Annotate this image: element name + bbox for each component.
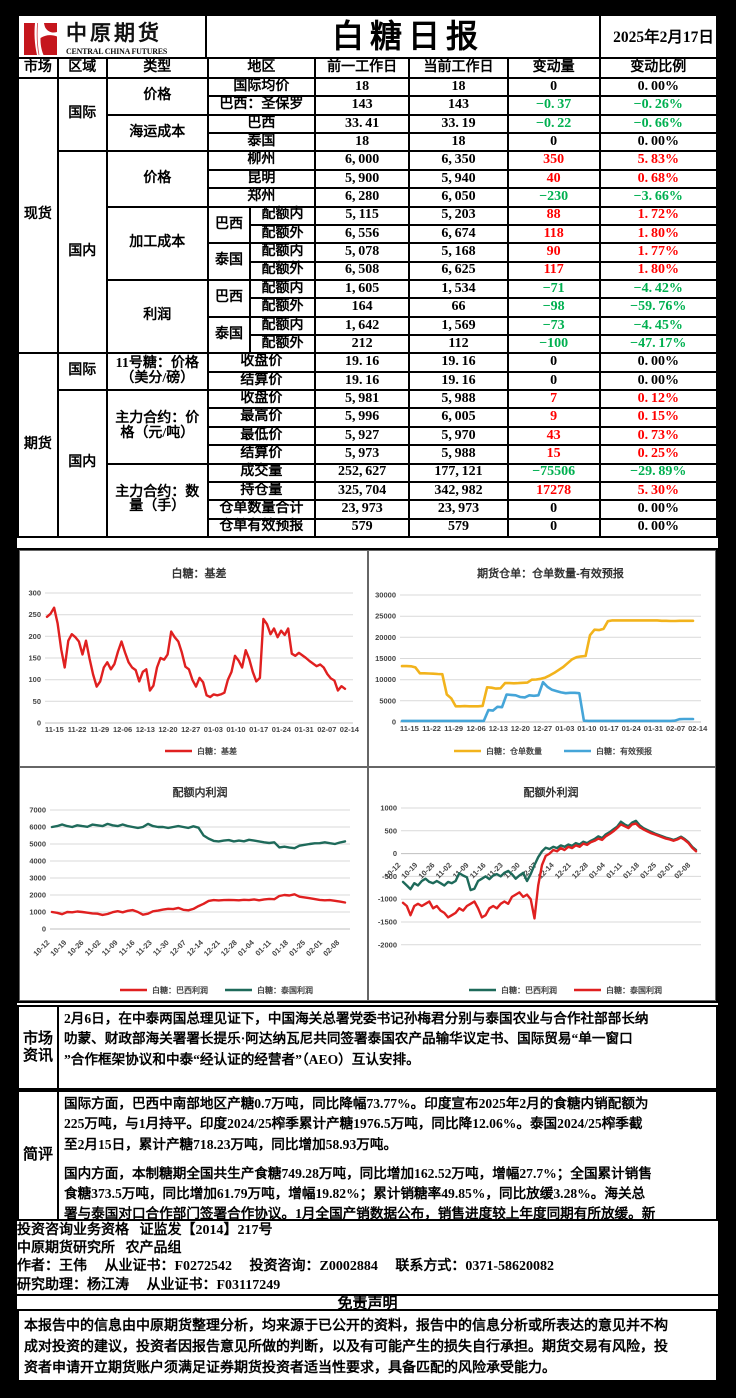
svg-text:11-22: 11-22 [422, 724, 441, 733]
svg-text:白糖：基差: 白糖：基差 [197, 746, 237, 756]
svg-text:2000: 2000 [29, 891, 46, 900]
svg-text:100: 100 [28, 675, 41, 684]
svg-text:11-23: 11-23 [134, 938, 154, 958]
svg-text:12-27: 12-27 [181, 725, 200, 734]
svg-text:0: 0 [393, 849, 397, 858]
svg-text:4000: 4000 [29, 857, 46, 866]
svg-text:01-03: 01-03 [555, 724, 574, 733]
svg-text:12-06: 12-06 [113, 725, 132, 734]
svg-text:12-28: 12-28 [219, 938, 239, 958]
svg-text:25000: 25000 [375, 612, 396, 621]
svg-text:10-19: 10-19 [48, 938, 68, 958]
svg-text:01-10: 01-10 [577, 724, 596, 733]
svg-text:11-09: 11-09 [100, 938, 120, 958]
svg-text:01-03: 01-03 [204, 725, 223, 734]
svg-text:10-19: 10-19 [399, 861, 419, 881]
svg-text:5000: 5000 [379, 696, 396, 705]
svg-text:12-13: 12-13 [489, 724, 508, 733]
svg-text:12-07: 12-07 [168, 938, 188, 958]
svg-text:500: 500 [384, 826, 397, 835]
svg-text:01-10: 01-10 [226, 725, 245, 734]
svg-text:12-21: 12-21 [202, 938, 222, 958]
svg-text:10-12: 10-12 [31, 938, 51, 958]
svg-text:白糖：巴西利润: 白糖：巴西利润 [152, 985, 208, 995]
svg-text:-1000: -1000 [378, 895, 397, 904]
svg-text:02-14: 02-14 [688, 724, 708, 733]
svg-text:3000: 3000 [29, 874, 46, 883]
svg-text:-500: -500 [382, 872, 397, 881]
svg-text:5000: 5000 [29, 840, 46, 849]
svg-text:01-24: 01-24 [272, 725, 292, 734]
svg-text:01-17: 01-17 [249, 725, 268, 734]
svg-text:01-17: 01-17 [600, 724, 619, 733]
svg-text:10-26: 10-26 [417, 861, 437, 881]
svg-text:12-06: 12-06 [467, 724, 486, 733]
svg-text:200: 200 [28, 632, 41, 641]
svg-text:白糖：有效预报: 白糖：有效预报 [596, 746, 652, 756]
svg-text:11-29: 11-29 [90, 725, 109, 734]
svg-text:02-07: 02-07 [666, 724, 685, 733]
svg-text:白糖：巴西利润: 白糖：巴西利润 [501, 985, 557, 995]
svg-text:7000: 7000 [29, 806, 46, 815]
svg-text:11-15: 11-15 [400, 724, 419, 733]
svg-text:配额外利润: 配额外利润 [524, 785, 579, 799]
svg-text:30000: 30000 [375, 591, 396, 600]
svg-text:02-08: 02-08 [321, 938, 341, 958]
svg-text:300: 300 [28, 589, 41, 598]
svg-text:6000: 6000 [29, 823, 46, 832]
svg-text:0: 0 [392, 718, 396, 727]
svg-text:02-07: 02-07 [317, 725, 336, 734]
svg-text:0: 0 [42, 925, 46, 934]
svg-text:白糖：基差: 白糖：基差 [172, 566, 227, 580]
svg-text:1000: 1000 [380, 804, 397, 813]
svg-text:11-22: 11-22 [68, 725, 87, 734]
svg-text:15000: 15000 [375, 654, 396, 663]
svg-text:01-18: 01-18 [270, 938, 290, 958]
svg-text:01-04: 01-04 [587, 860, 608, 881]
svg-text:50: 50 [33, 697, 41, 706]
svg-text:20000: 20000 [375, 633, 396, 642]
svg-text:12-14: 12-14 [185, 937, 206, 958]
svg-text:1000: 1000 [29, 908, 46, 917]
svg-text:02-08: 02-08 [672, 861, 692, 881]
svg-text:01-25: 01-25 [287, 938, 307, 958]
svg-text:01-11: 01-11 [604, 861, 624, 881]
svg-text:12-27: 12-27 [533, 724, 552, 733]
svg-text:12-20: 12-20 [158, 725, 177, 734]
svg-text:01-18: 01-18 [621, 861, 641, 881]
svg-text:10000: 10000 [375, 675, 396, 684]
svg-text:-2000: -2000 [378, 940, 397, 949]
svg-text:11-16: 11-16 [117, 938, 137, 958]
svg-text:白糖：仓单数量: 白糖：仓单数量 [486, 746, 542, 756]
svg-text:-1500: -1500 [378, 918, 397, 927]
svg-text:配额内利润: 配额内利润 [173, 785, 228, 799]
svg-text:10-26: 10-26 [66, 938, 86, 958]
svg-text:白糖：泰国利润: 白糖：泰国利润 [606, 985, 662, 995]
svg-text:01-11: 01-11 [253, 938, 273, 958]
svg-text:11-15: 11-15 [45, 725, 64, 734]
svg-text:01-31: 01-31 [644, 724, 663, 733]
svg-text:11-02: 11-02 [83, 938, 103, 958]
svg-text:250: 250 [28, 610, 41, 619]
svg-text:01-04: 01-04 [236, 937, 257, 958]
svg-text:150: 150 [28, 654, 41, 663]
svg-text:12-20: 12-20 [511, 724, 530, 733]
svg-text:01-24: 01-24 [622, 724, 642, 733]
svg-text:11-30: 11-30 [151, 938, 171, 958]
svg-text:12-13: 12-13 [136, 725, 155, 734]
svg-text:12-28: 12-28 [570, 861, 590, 881]
svg-text:02-14: 02-14 [340, 725, 360, 734]
svg-text:01-31: 01-31 [295, 725, 314, 734]
svg-text:白糖：泰国利润: 白糖：泰国利润 [257, 985, 313, 995]
svg-text:11-29: 11-29 [444, 724, 463, 733]
svg-text:02-01: 02-01 [655, 861, 675, 881]
svg-text:11-02: 11-02 [434, 861, 454, 881]
svg-text:0: 0 [37, 719, 41, 728]
svg-text:02-01: 02-01 [304, 938, 324, 958]
svg-text:12-21: 12-21 [553, 861, 573, 881]
svg-text:01-25: 01-25 [638, 861, 658, 881]
svg-text:期货仓单：仓单数量-有效预报: 期货仓单：仓单数量-有效预报 [477, 566, 625, 580]
